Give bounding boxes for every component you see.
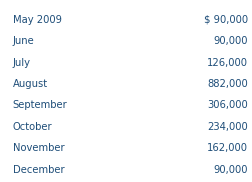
Text: November: November xyxy=(13,143,64,153)
Text: 90,000: 90,000 xyxy=(213,36,247,46)
Text: May 2009: May 2009 xyxy=(13,15,61,25)
Text: September: September xyxy=(13,100,67,110)
Text: 306,000: 306,000 xyxy=(206,100,247,110)
Text: 162,000: 162,000 xyxy=(206,143,247,153)
Text: 126,000: 126,000 xyxy=(206,58,247,68)
Text: July: July xyxy=(13,58,30,68)
Text: 90,000: 90,000 xyxy=(213,165,247,175)
Text: June: June xyxy=(13,36,34,46)
Text: $ 90,000: $ 90,000 xyxy=(203,15,247,25)
Text: December: December xyxy=(13,165,64,175)
Text: August: August xyxy=(13,79,48,89)
Text: October: October xyxy=(13,122,52,132)
Text: 882,000: 882,000 xyxy=(206,79,247,89)
Text: 234,000: 234,000 xyxy=(206,122,247,132)
